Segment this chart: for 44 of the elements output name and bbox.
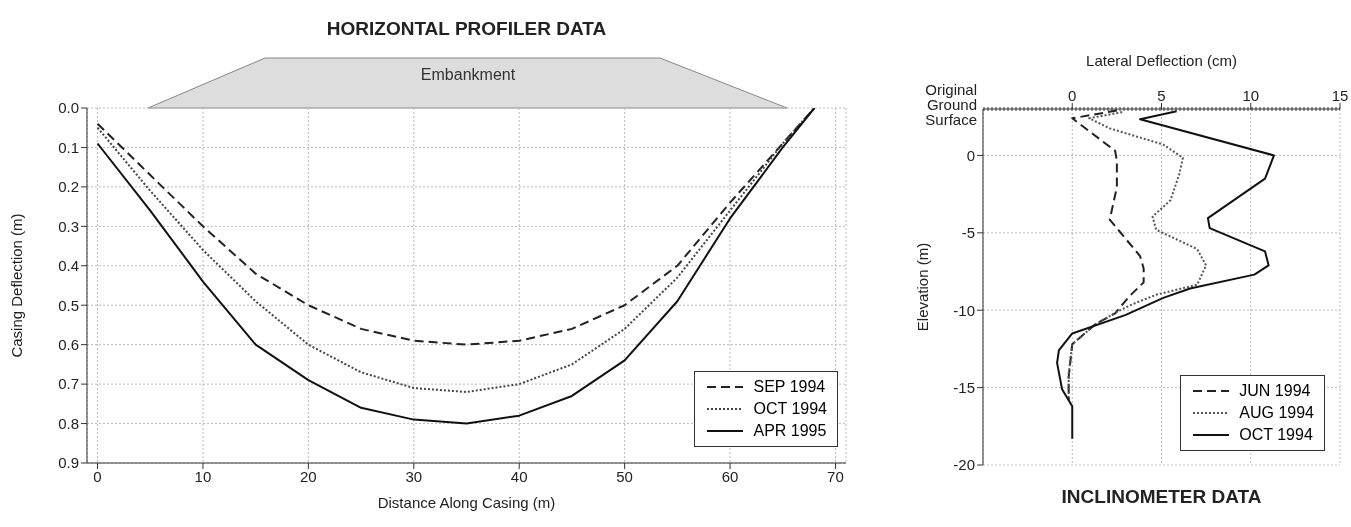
legend-label: JUN 1994 <box>1239 381 1311 401</box>
y-axis-title: Elevation (m) <box>914 242 932 332</box>
y-tick-label: 0.2 <box>58 178 79 196</box>
legend-label: OCT 1994 <box>753 399 827 419</box>
x-tick-label: 30 <box>405 467 423 485</box>
legend-label: AUG 1994 <box>1239 403 1314 423</box>
text: INCLINOMETER DATA <box>1060 486 1263 508</box>
y-tick-label: -5 <box>961 224 975 242</box>
x-axis-title: Distance Along Casing (m) <box>377 494 556 511</box>
line-series <box>1067 111 1208 401</box>
text: Embankment <box>419 66 517 84</box>
x-tick-label: 0 <box>1068 87 1077 104</box>
y-tick-label: -20 <box>953 456 975 474</box>
x-tick-label: 15 <box>1331 87 1349 104</box>
y-tick-label: -10 <box>953 301 975 319</box>
x-axis-title: Lateral Deflection (cm) <box>1086 51 1237 69</box>
ref-line-label: Original Ground Surface <box>925 81 977 128</box>
y-tick-label: 0.3 <box>58 217 79 235</box>
y-tick-label: 0.1 <box>58 138 79 156</box>
x-tick-label: 20 <box>300 467 317 485</box>
y-axis-title: Casing Deflection (m) <box>8 213 26 358</box>
legend-label: APR 1995 <box>753 421 827 441</box>
y-tick-label: 0.4 <box>58 257 79 275</box>
y-tick-label: 0.5 <box>58 296 79 314</box>
y-tick-label: 0 <box>966 146 975 164</box>
line-series <box>1056 110 1275 440</box>
x-tick-label: 50 <box>616 467 633 485</box>
x-tick-label: 5 <box>1157 87 1166 104</box>
y-tick-label: 0.6 <box>58 335 79 353</box>
x-tick-label: 0 <box>93 467 102 485</box>
legend-label: OCT 1994 <box>1239 425 1313 445</box>
x-tick-label: 40 <box>510 467 528 485</box>
y-tick-label: 0.9 <box>58 454 79 472</box>
x-tick-label: 10 <box>1242 87 1260 104</box>
y-tick-label: 0.7 <box>58 375 79 393</box>
chart-title: HORIZONTAL PROFILER DATA <box>325 18 608 40</box>
y-tick-label: 0.0 <box>58 99 79 117</box>
y-tick-label: -15 <box>953 378 975 396</box>
x-tick-label: 60 <box>721 467 739 485</box>
x-tick-label: 70 <box>827 467 844 485</box>
line-series <box>1067 109 1145 401</box>
legend-label: SEP 1994 <box>753 377 826 397</box>
y-tick-label: 0.8 <box>58 414 79 432</box>
x-tick-label: 10 <box>194 467 212 485</box>
